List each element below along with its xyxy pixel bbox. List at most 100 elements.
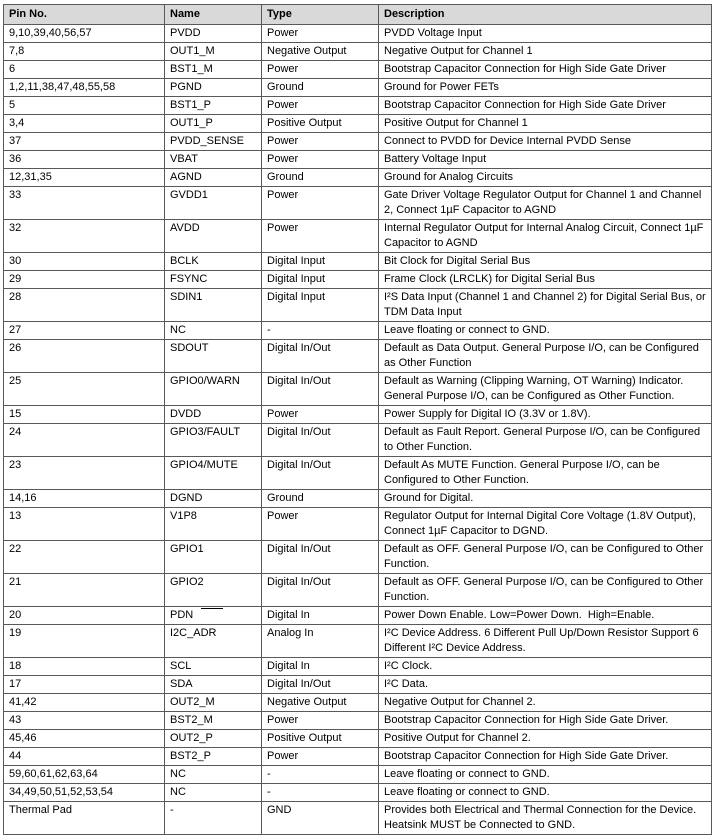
description-cell: Provides both Electrical and Thermal Con…: [378, 801, 712, 835]
pin-description-table: Pin No. Name Type Description 9,10,39,40…: [3, 4, 712, 835]
table-row: 37 PVDD_SENSE Power Connect to PVDD for Dev…: [3, 132, 712, 151]
table-row: 41,42 OUT2_M Negative Output Negative Outpu…: [3, 693, 712, 712]
name-cell: BST1_M: [164, 60, 262, 79]
type-cell: Digital In/Out: [261, 675, 379, 694]
type-cell: -: [261, 321, 379, 340]
name-cell: OUT1_P: [164, 114, 262, 133]
table-row: 24 GPIO3/FAULT Digital In/Out Default as Fa…: [3, 423, 712, 457]
pin-cell: 32: [3, 219, 165, 253]
pin-cell: 3,4: [3, 114, 165, 133]
table-row: 15 DVDD Power Power Supply for Digital IO (…: [3, 405, 712, 424]
name-cell: OUT2_P: [164, 729, 262, 748]
pin-cell: 27: [3, 321, 165, 340]
description-cell: Power Down Enable. Low=Power Down. High=…: [378, 606, 712, 625]
name-cell: PDN: [164, 606, 262, 625]
table-row: 12,31,35 AGND Ground Ground for Analog Circ…: [3, 168, 712, 187]
name-cell: SDIN1: [164, 288, 262, 322]
type-cell: Analog In: [261, 624, 379, 658]
type-cell: Ground: [261, 489, 379, 508]
pin-cell: 13: [3, 507, 165, 541]
description-cell: Positive Output for Channel 2.: [378, 729, 712, 748]
table-row: 9,10,39,40,56,57 PVDD Power PVDD Voltage In…: [3, 24, 712, 43]
name-cell: BCLK: [164, 252, 262, 271]
pin-cell: 25: [3, 372, 165, 406]
table-row: 25 GPIO0/WARN Digital In/Out Default as War…: [3, 372, 712, 406]
pin-cell: 43: [3, 711, 165, 730]
pin-cell: 37: [3, 132, 165, 151]
pin-cell: 24: [3, 423, 165, 457]
name-cell: SDA: [164, 675, 262, 694]
type-cell: -: [261, 783, 379, 802]
name-cell: OUT2_M: [164, 693, 262, 712]
description-cell: Positive Output for Channel 1: [378, 114, 712, 133]
pin-cell: 20: [3, 606, 165, 625]
name-cell: -: [164, 801, 262, 835]
pin-cell: 33: [3, 186, 165, 220]
type-cell: Digital In: [261, 606, 379, 625]
name-cell: BST2_P: [164, 747, 262, 766]
pin-cell: 34,49,50,51,52,53,54: [3, 783, 165, 802]
table-row: 36 VBAT Power Battery Voltage Input: [3, 150, 712, 169]
table-row: 6 BST1_M Power Bootstrap Capacitor Connecti…: [3, 60, 712, 79]
table-row: 3,4 OUT1_P Positive Output Positive Output …: [3, 114, 712, 133]
pin-cell: 21: [3, 573, 165, 607]
pin-cell: 17: [3, 675, 165, 694]
pdn-overline-mark: [201, 608, 224, 609]
table-row: 43 BST2_M Power Bootstrap Capacitor Connect…: [3, 711, 712, 730]
pin-cell: 15: [3, 405, 165, 424]
description-cell: Default as Fault Report. General Purpose…: [378, 423, 712, 457]
type-cell: Power: [261, 96, 379, 115]
name-cell: BST1_P: [164, 96, 262, 115]
type-cell: Digital In/Out: [261, 339, 379, 373]
name-cell: DGND: [164, 489, 262, 508]
table-row: 22 GPIO1 Digital In/Out Default as OFF. Gen…: [3, 540, 712, 574]
table-row: 59,60,61,62,63,64 NC - Leave floating or co…: [3, 765, 712, 784]
description-cell: Leave floating or connect to GND.: [378, 321, 712, 340]
description-cell: Default as Warning (Clipping Warning, OT…: [378, 372, 712, 406]
type-cell: Power: [261, 405, 379, 424]
type-cell: Negative Output: [261, 693, 379, 712]
name-cell: PVDD_SENSE: [164, 132, 262, 151]
type-cell: Digital In: [261, 657, 379, 676]
table-row: 17 SDA Digital In/Out I²C Data.: [3, 675, 712, 694]
table-row: 30 BCLK Digital Input Bit Clock for Digital…: [3, 252, 712, 271]
type-cell: Digital Input: [261, 288, 379, 322]
table-row: 19 I2C_ADR Analog In I²C Device Address. 6 …: [3, 624, 712, 658]
description-cell: Gate Driver Voltage Regulator Output for…: [378, 186, 712, 220]
name-cell: AVDD: [164, 219, 262, 253]
type-cell: Digital In/Out: [261, 540, 379, 574]
pin-cell: 1,2,11,38,47,48,55,58: [3, 78, 165, 97]
name-cell: NC: [164, 765, 262, 784]
pin-cell: 30: [3, 252, 165, 271]
table-row: 28 SDIN1 Digital Input I²S Data Input (Chan…: [3, 288, 712, 322]
pin-cell: 44: [3, 747, 165, 766]
description-cell: Ground for Analog Circuits: [378, 168, 712, 187]
table-row: 34,49,50,51,52,53,54 NC - Leave floating or…: [3, 783, 712, 802]
table-row: 29 FSYNC Digital Input Frame Clock (LRCLK) …: [3, 270, 712, 289]
type-cell: Power: [261, 747, 379, 766]
name-cell: VBAT: [164, 150, 262, 169]
name-cell: PGND: [164, 78, 262, 97]
name-cell: FSYNC: [164, 270, 262, 289]
description-cell: Default As MUTE Function. General Purpos…: [378, 456, 712, 490]
description-cell: I²C Data.: [378, 675, 712, 694]
description-cell: Bit Clock for Digital Serial Bus: [378, 252, 712, 271]
table-row: 7,8 OUT1_M Negative Output Negative Output …: [3, 42, 712, 61]
type-cell: GND: [261, 801, 379, 835]
column-header-pin-no: Pin No.: [3, 4, 165, 25]
name-cell: GPIO2: [164, 573, 262, 607]
description-cell: Ground for Power FETs: [378, 78, 712, 97]
description-cell: I²C Device Address. 6 Different Pull Up/…: [378, 624, 712, 658]
description-cell: Bootstrap Capacitor Connection for High …: [378, 711, 712, 730]
table-body: 9,10,39,40,56,57 PVDD Power PVDD Voltage In…: [3, 24, 712, 835]
description-cell: Internal Regulator Output for Internal A…: [378, 219, 712, 253]
description-cell: Ground for Digital.: [378, 489, 712, 508]
pin-cell: 19: [3, 624, 165, 658]
table-row: 18 SCL Digital In I²C Clock.: [3, 657, 712, 676]
type-cell: Power: [261, 219, 379, 253]
type-cell: Power: [261, 24, 379, 43]
description-cell: Regulator Output for Internal Digital Co…: [378, 507, 712, 541]
pin-cell: 28: [3, 288, 165, 322]
type-cell: Digital In/Out: [261, 372, 379, 406]
